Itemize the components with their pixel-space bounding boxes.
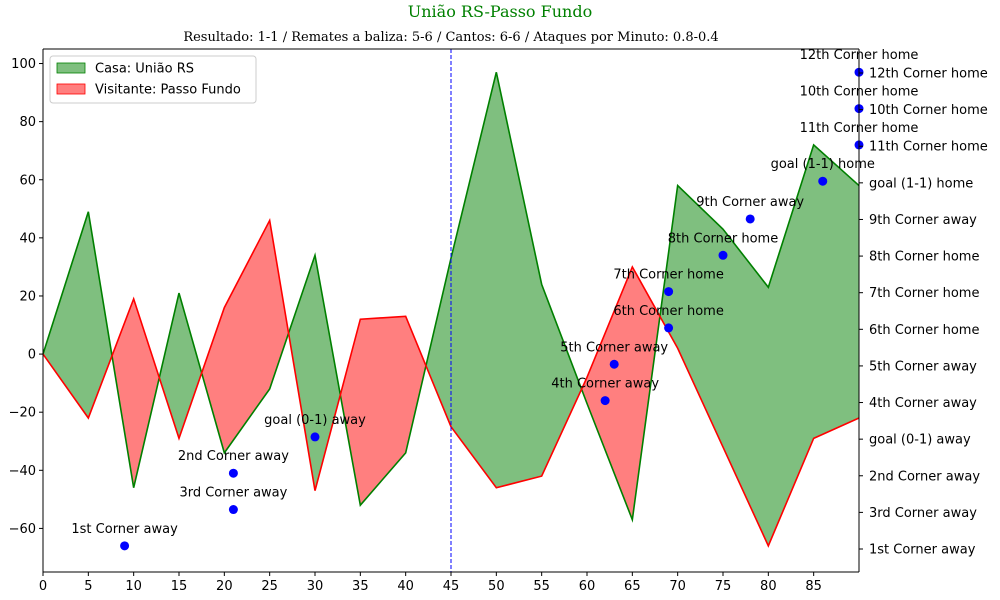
y-tick-label--40: −40 xyxy=(9,464,36,479)
y-tick-label--20: −20 xyxy=(9,406,36,421)
x-tick-label-5: 5 xyxy=(84,579,92,594)
right-axis-label-8: 8th Corner home xyxy=(869,250,979,265)
event-label-0: 1st Corner away xyxy=(71,522,178,537)
right-axis-label-0: 1st Corner away xyxy=(869,543,976,558)
y-tick-label-0: 0 xyxy=(28,348,36,363)
x-tick-label-45: 45 xyxy=(443,579,460,594)
x-tick-label-0: 0 xyxy=(39,579,47,594)
x-tick-label-15: 15 xyxy=(171,579,188,594)
legend-label-home: Casa: União RS xyxy=(95,62,194,77)
event-marker-4 xyxy=(600,396,610,406)
event-marker-8 xyxy=(718,250,728,260)
event-marker-10 xyxy=(818,176,828,186)
x-tick-label-85: 85 xyxy=(805,579,822,594)
home-fill-region-2 xyxy=(288,255,341,491)
y-tick-label-80: 80 xyxy=(19,115,36,130)
x-tick-label-25: 25 xyxy=(261,579,278,594)
y-tick-label-40: 40 xyxy=(19,231,36,246)
event-marker-1 xyxy=(228,468,238,478)
home-fill-region-3 xyxy=(425,72,582,488)
y-tick-label-20: 20 xyxy=(19,289,36,304)
event-marker-7 xyxy=(664,287,674,297)
home-fill-region-1 xyxy=(159,293,202,439)
away-fill-region-2 xyxy=(340,316,426,506)
away-series-line xyxy=(42,217,860,548)
y-tick-label-60: 60 xyxy=(19,173,36,188)
right-axis-label-10: goal (1-1) home xyxy=(869,176,973,191)
right-axis-label-3: goal (0-1) away xyxy=(869,433,971,448)
event-marker-9 xyxy=(745,214,755,224)
right-axis-label-7: 7th Corner home xyxy=(869,286,979,301)
x-tick-label-55: 55 xyxy=(533,579,550,594)
away-fill-region-1 xyxy=(201,220,289,453)
legend-box xyxy=(49,55,257,104)
right-axis-label-12: 10th Corner home xyxy=(869,103,988,118)
x-tick-label-40: 40 xyxy=(397,579,414,594)
x-tick-label-60: 60 xyxy=(579,579,596,594)
x-tick-label-20: 20 xyxy=(216,579,233,594)
event-label-4: 4th Corner away xyxy=(551,377,659,392)
right-axis-label-4: 4th Corner away xyxy=(869,396,977,411)
home-fill-region-0 xyxy=(43,211,112,419)
event-label-8: 8th Corner home xyxy=(668,231,778,246)
event-label-1: 2nd Corner away xyxy=(178,449,289,464)
event-label-5: 5th Corner away xyxy=(560,340,668,355)
event-label-6: 6th Corner home xyxy=(613,304,723,319)
x-tick-label-65: 65 xyxy=(624,579,641,594)
right-axis-label-11: 11th Corner home xyxy=(869,140,988,155)
y-tick-label--60: −60 xyxy=(9,522,36,537)
event-marker-2 xyxy=(228,505,238,515)
away-fill-region-0 xyxy=(112,298,160,488)
right-axis-label-6: 6th Corner home xyxy=(869,323,979,338)
event-label-9: 9th Corner away xyxy=(696,195,804,210)
x-tick-label-80: 80 xyxy=(760,579,777,594)
x-tick-label-50: 50 xyxy=(488,579,505,594)
right-axis-label-9: 9th Corner away xyxy=(869,213,977,228)
x-tick-label-35: 35 xyxy=(352,579,369,594)
legend-swatch-away xyxy=(56,83,86,95)
right-axis-label-1: 3rd Corner away xyxy=(869,506,977,521)
home-fill-region-4 xyxy=(659,144,859,546)
home-series-line xyxy=(42,72,860,523)
event-marker-3 xyxy=(310,432,320,442)
event-label-10: goal (1-1) home xyxy=(771,157,875,172)
event-marker-0 xyxy=(120,541,130,551)
x-tick-label-30: 30 xyxy=(307,579,324,594)
legend-label-away: Visitante: Passo Fundo xyxy=(95,83,241,98)
event-marker-6 xyxy=(664,323,674,333)
y-tick-label-100: 100 xyxy=(11,57,36,72)
event-label-2: 3rd Corner away xyxy=(179,486,287,501)
right-axis-label-2: 2nd Corner away xyxy=(869,469,980,484)
chart-subtitle: Resultado: 1-1 / Remates a baliza: 5-6 /… xyxy=(183,30,718,45)
x-tick-label-70: 70 xyxy=(669,579,686,594)
chart-title: União RS-Passo Fundo xyxy=(408,2,592,21)
event-label-3: goal (0-1) away xyxy=(264,413,366,428)
x-tick-label-75: 75 xyxy=(715,579,732,594)
event-marker-5 xyxy=(609,359,619,369)
right-axis-label-5: 5th Corner away xyxy=(869,359,977,374)
legend-swatch-home xyxy=(56,62,86,74)
event-label-7: 7th Corner home xyxy=(613,268,723,283)
right-axis-label-13: 12th Corner home xyxy=(869,67,988,82)
x-tick-label-10: 10 xyxy=(125,579,142,594)
